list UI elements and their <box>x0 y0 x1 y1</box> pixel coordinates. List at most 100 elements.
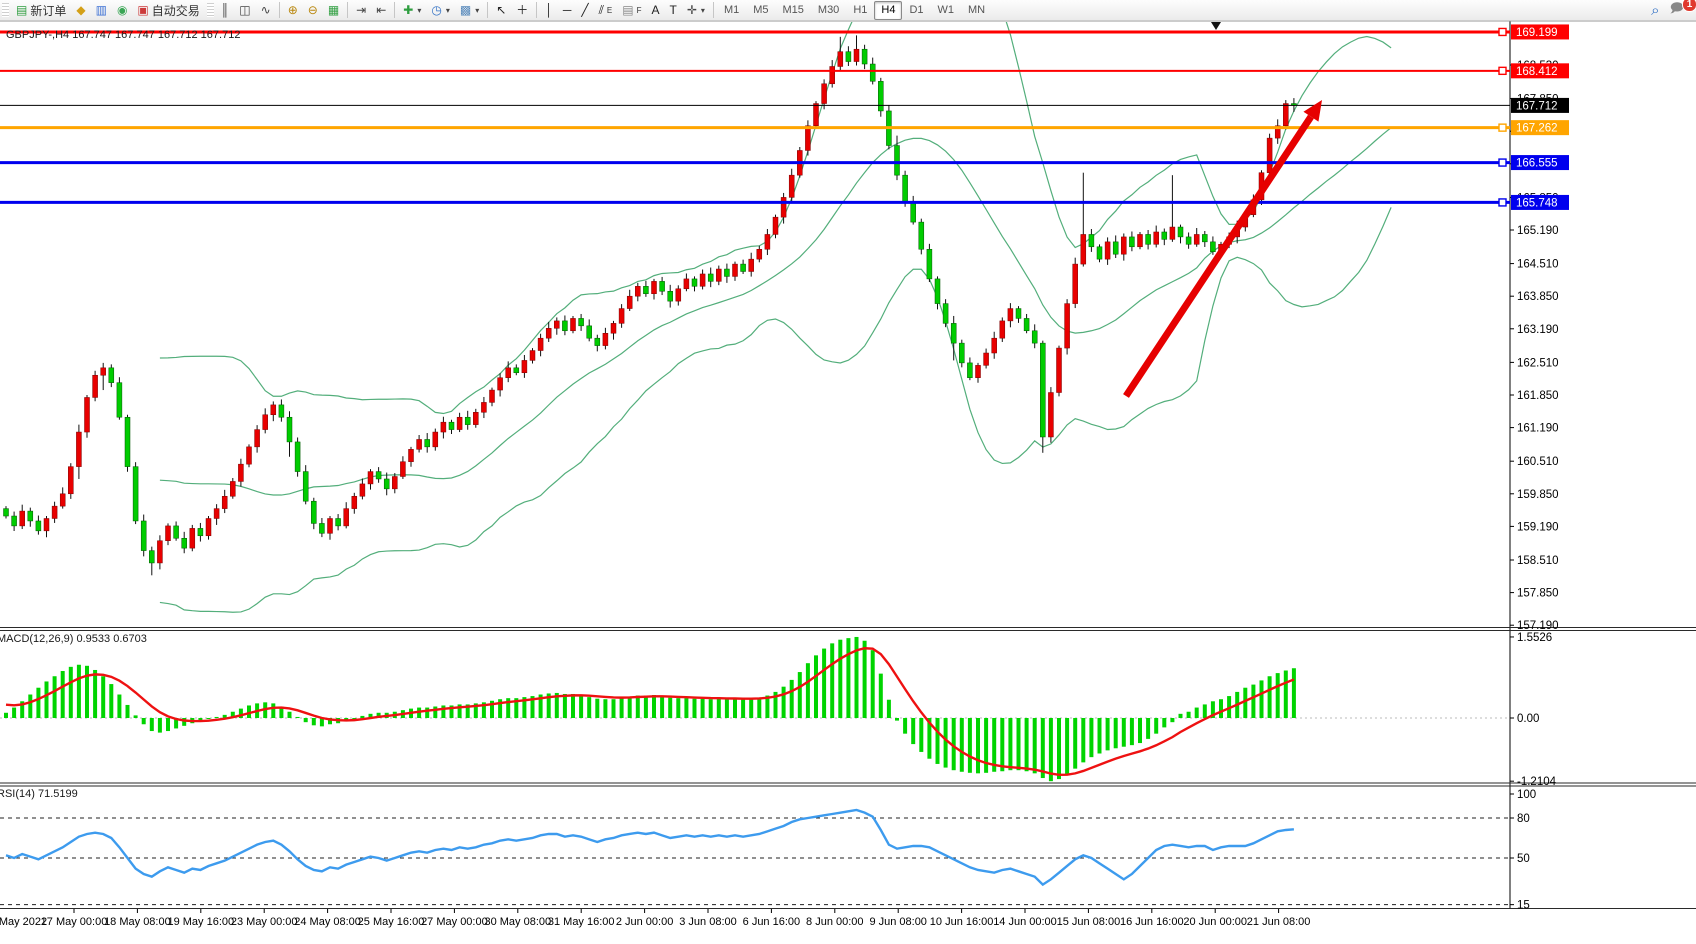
fibonacci-button[interactable]: ▤ F <box>617 0 646 20</box>
chat-icon[interactable]: 🗩 <box>1669 0 1684 15</box>
macd-bar <box>862 640 867 718</box>
new-order-button[interactable]: ▤ 新订单 <box>11 0 71 20</box>
macd-bar <box>287 711 292 718</box>
price-axis-tick-label: 164.510 <box>1517 259 1559 271</box>
timeframe-m1-button[interactable]: M1 <box>723 3 740 16</box>
macd-bar <box>587 697 592 718</box>
zoom-out-button[interactable]: ⊖ <box>303 0 323 20</box>
macd-bar <box>846 638 851 718</box>
price-badge <box>1511 97 1569 113</box>
dropdown-caret-icon: ▾ <box>700 5 705 15</box>
rsi-panel[interactable] <box>0 808 1510 906</box>
macd-bar <box>166 718 170 732</box>
template-button[interactable]: ▩ ▾ <box>455 0 484 20</box>
candle <box>1145 234 1151 245</box>
price-panel[interactable] <box>3 20 1392 613</box>
equidistant-channel-button[interactable]: ⫽ E <box>594 0 618 20</box>
zoom-in-button[interactable]: ⊕ <box>283 0 303 20</box>
candle <box>1202 234 1208 243</box>
candle <box>294 441 301 472</box>
macd-bar <box>546 693 551 718</box>
candle <box>1137 234 1143 248</box>
candle <box>343 508 349 527</box>
candle <box>618 308 625 324</box>
line-chart-button[interactable]: ∿ <box>256 0 276 20</box>
search-icon[interactable]: ⌕ <box>1651 1 1660 19</box>
timeframe-m30-button[interactable]: M30 <box>817 3 840 16</box>
arrows-button[interactable]: ✛ ▾ <box>682 0 710 20</box>
autotrading-button[interactable]: ▣ 自动交易 <box>132 0 204 20</box>
macd-bar <box>1146 718 1151 739</box>
timeframe-mn-button[interactable]: MN <box>968 3 986 16</box>
macd-bar <box>1162 718 1167 728</box>
market-watch-button[interactable]: ▥ <box>91 0 112 20</box>
cursor-button[interactable]: ↖ <box>491 0 511 20</box>
trend-arrow[interactable] <box>1123 114 1314 398</box>
candle <box>780 197 787 218</box>
timeframe-h4-button[interactable]: H4 <box>874 0 903 20</box>
add-indicator-button[interactable]: ✚ ▾ <box>398 0 426 20</box>
candle <box>626 295 633 309</box>
macd-bar <box>757 697 762 718</box>
chart-canvas[interactable]: 168.530167.850167.190166.530165.850165.1… <box>0 20 1696 944</box>
macd-panel[interactable] <box>0 636 1510 782</box>
data-window-button[interactable]: ◉ <box>112 0 132 20</box>
time-axis-tick-label: 21 Jun 08:00 <box>1247 916 1311 928</box>
rsi-axis-label: 50 <box>1517 853 1530 865</box>
line-handle[interactable] <box>1498 198 1507 207</box>
tile-windows-button[interactable]: ▦ <box>323 0 344 20</box>
timeframe-d1-button[interactable]: D1 <box>909 3 924 16</box>
candlestick-chart-button[interactable]: ◫ <box>234 0 255 20</box>
auto-scroll-button[interactable]: ⇥ <box>351 0 371 20</box>
candle <box>464 416 471 425</box>
macd-bar <box>28 694 33 718</box>
candle <box>999 320 1006 339</box>
object-anchor-marker[interactable] <box>1211 22 1221 30</box>
line-handle[interactable] <box>1498 66 1507 76</box>
time-axis-tick-label: 23 May 00:00 <box>231 916 298 928</box>
timeframe-m15-button[interactable]: M15 <box>782 3 804 16</box>
trendline-button[interactable]: ╱ <box>576 0 593 20</box>
candle <box>991 337 997 354</box>
macd-bar <box>101 676 106 718</box>
timeframe-h1-button[interactable]: H1 <box>853 3 868 16</box>
text-label-button[interactable]: T <box>665 0 682 20</box>
candle <box>51 505 58 519</box>
candle <box>116 382 123 418</box>
trend-arrow-head[interactable] <box>1303 100 1322 122</box>
macd-bar <box>328 718 332 725</box>
macd-bar <box>635 695 640 718</box>
data-window-icon: ◉ <box>116 3 128 17</box>
candle <box>529 350 536 361</box>
macd-bar <box>76 664 81 718</box>
macd-bar <box>498 699 503 718</box>
price-axis-tick-label: 159.850 <box>1517 489 1559 501</box>
period-button[interactable]: ◷ ▾ <box>426 0 455 20</box>
horizontal-line-button[interactable]: ─ <box>558 0 577 20</box>
macd-bar <box>692 698 697 718</box>
macd-bar <box>149 718 154 732</box>
vertical-line-button[interactable]: │ <box>540 0 558 20</box>
chart-shift-button[interactable]: ⇤ <box>371 0 391 20</box>
macd-bar <box>627 696 632 718</box>
text-button[interactable]: A <box>647 0 665 20</box>
price-badge <box>1511 63 1569 79</box>
candle <box>845 51 852 62</box>
bollinger-lower-band[interactable] <box>159 207 1392 613</box>
candle <box>238 463 244 482</box>
chart-profiles-button[interactable]: ◆ <box>71 0 90 20</box>
bollinger-middle-band[interactable] <box>159 127 1392 496</box>
line-handle[interactable] <box>1498 123 1507 132</box>
line-handle[interactable] <box>1498 158 1507 167</box>
crosshair-button[interactable]: ＋ <box>511 0 533 20</box>
timeframe-w1-button[interactable]: W1 <box>937 3 955 16</box>
line-handle[interactable] <box>1498 27 1507 37</box>
bar-chart-button[interactable]: ║ <box>216 0 235 20</box>
candle <box>861 48 868 65</box>
macd-bar <box>465 704 470 718</box>
candle <box>707 273 714 282</box>
candle <box>335 518 341 527</box>
toolbar: ▤ 新订单 ◆ ▥ ◉ ▣ 自动交易 ║ ◫ ∿ ⊕ ⊖ ▦ ⇥ ⇤ ✚ ▾ ◷ ▾ ▩ ▾ ↖ ＋ │ ─ ╱ ⫽ E ▤ F A T ✛ ▾ M… <box>0 0 1696 21</box>
timeframe-m5-button[interactable]: M5 <box>753 3 769 16</box>
candle <box>1104 241 1111 260</box>
